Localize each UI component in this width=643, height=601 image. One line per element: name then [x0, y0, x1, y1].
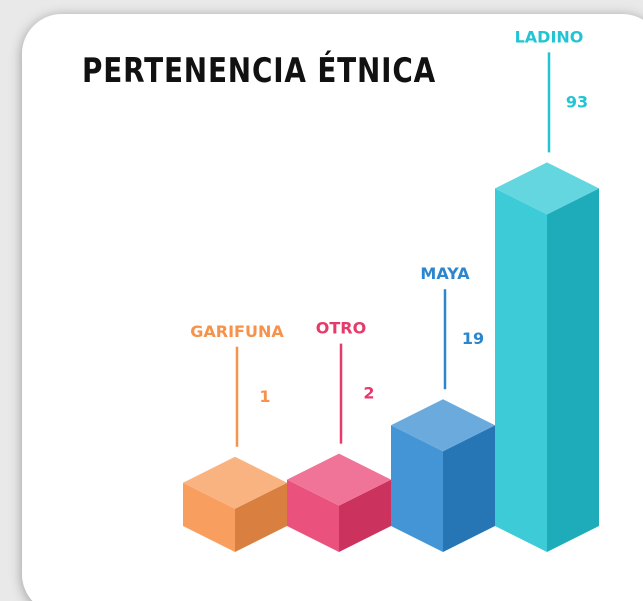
bar-top: [183, 456, 287, 509]
bar-front-left: [495, 188, 547, 552]
bar-front-left: [287, 479, 339, 552]
value-label: 93: [566, 92, 588, 111]
bar-top: [287, 453, 391, 506]
bar-front-left: [391, 425, 443, 552]
value-label: 2: [363, 384, 374, 403]
value-label: 1: [259, 387, 270, 406]
bar-front-right: [443, 425, 495, 552]
bar-top: [391, 399, 495, 452]
category-label: MAYA: [420, 264, 470, 283]
category-label: GARIFUNA: [190, 322, 284, 341]
value-label: 19: [462, 329, 484, 348]
bar-top: [495, 162, 599, 215]
category-label: OTRO: [316, 319, 366, 338]
category-label: LADINO: [515, 27, 584, 46]
chart-title: PERTENENCIA ÉTNICA: [82, 49, 436, 91]
bar-front-left: [183, 482, 235, 552]
bar-front-right: [339, 479, 391, 552]
bar-front-right: [235, 482, 287, 552]
bar-front-right: [547, 188, 599, 552]
